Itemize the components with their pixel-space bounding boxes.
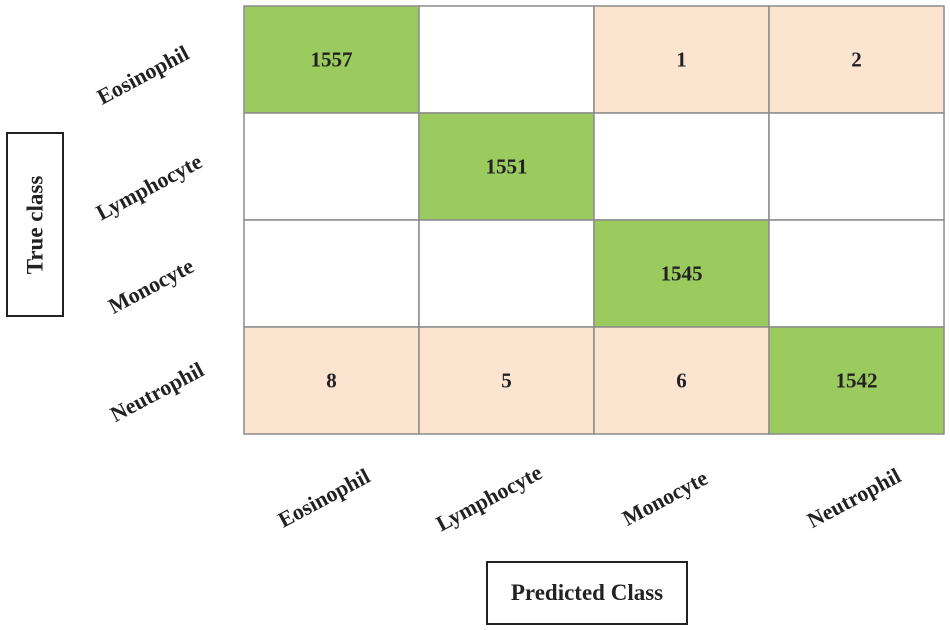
- x-tick-labels: Eosinophil Lymphocyte Monocyte Neutrophil: [274, 459, 905, 536]
- matrix-cell-r0-c3: [768, 5, 945, 114]
- matrix-cell-r0-c1: [418, 5, 595, 114]
- cell-value-r0-c0: 1557: [311, 48, 353, 72]
- x-axis-title: Predicted Class: [510, 580, 664, 605]
- cell-value-r1-c1: 1551: [486, 155, 528, 179]
- cell-value-r3-c2: 6: [676, 369, 687, 393]
- matrix-cells: 1557 1 2 1551 1545 8 5 6 1542: [243, 5, 945, 435]
- cell-value-r3-c0: 8: [326, 369, 337, 393]
- x-tick-label: Monocyte: [618, 465, 712, 531]
- x-tick-label: Neutrophil: [803, 463, 905, 533]
- matrix-cell-r3-c1: [418, 326, 595, 435]
- matrix-cell-r2-c2: [593, 219, 770, 328]
- y-tick-label: Eosinophil: [93, 40, 193, 109]
- y-tick-label: Monocyte: [104, 253, 198, 319]
- matrix-cell-r3-c0: [243, 326, 420, 435]
- matrix-cell-r0-c2: [593, 5, 770, 114]
- cell-value-r3-c3: 1542: [836, 369, 878, 393]
- matrix-cell-r1-c2: [593, 112, 770, 221]
- cell-value-r0-c3: 2: [851, 48, 862, 72]
- y-tick-labels: Eosinophil Lymphocyte Monocyte Neutrophil: [92, 40, 208, 427]
- y-tick-label: Neutrophil: [106, 357, 208, 427]
- matrix-cell-r1-c3: [768, 112, 945, 221]
- x-axis-title-box: Predicted Class: [486, 561, 688, 625]
- x-tick-label: Eosinophil: [274, 463, 374, 532]
- matrix-cell-r2-c0: [243, 219, 420, 328]
- x-tick-label: Lymphocyte: [432, 459, 546, 536]
- y-tick-label: Lymphocyte: [92, 148, 206, 225]
- matrix-cell-r1-c0: [243, 112, 420, 221]
- matrix-cell-r0-c0: [243, 5, 420, 114]
- matrix-cell-r3-c3: [768, 326, 945, 435]
- matrix-cell-r1-c1: [418, 112, 595, 221]
- y-axis-title: True class: [22, 175, 47, 274]
- cell-value-r3-c1: 5: [501, 369, 512, 393]
- matrix-cell-r2-c3: [768, 219, 945, 328]
- cell-value-r2-c2: 1545: [661, 262, 703, 286]
- y-axis-title-box: True class: [6, 132, 64, 317]
- matrix-cell-r2-c1: [418, 219, 595, 328]
- cell-value-r0-c2: 1: [676, 48, 687, 72]
- matrix-cell-r3-c2: [593, 326, 770, 435]
